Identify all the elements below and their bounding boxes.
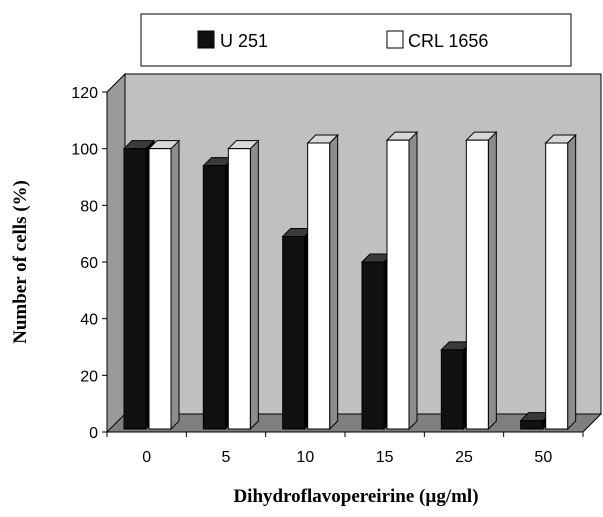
- bar-side: [249, 139, 259, 431]
- legend: U 251 CRL 1656: [140, 13, 572, 67]
- legend-swatch-u251: [197, 30, 215, 49]
- bar-front: [148, 148, 172, 430]
- bar-front: [202, 165, 226, 430]
- bar-side: [170, 139, 180, 431]
- x-tick-label: 15: [376, 449, 394, 466]
- y-tick-label: 20: [80, 368, 98, 385]
- side-wall: [106, 72, 126, 434]
- axes: 0 20 40 60 80 100 120 0 5 10 15 25 50: [71, 85, 584, 466]
- y-tick-label: 60: [80, 255, 98, 272]
- bar-side: [567, 133, 577, 431]
- x-tick-label: 0: [142, 449, 151, 466]
- legend-swatch-crl1656: [386, 30, 404, 49]
- y-axis-title: Number of cells (%): [10, 180, 31, 344]
- plot-area: [105, 72, 603, 434]
- bar-front: [465, 139, 489, 430]
- bar-front: [123, 148, 147, 430]
- y-tick-label: 100: [71, 142, 98, 159]
- bar-front: [282, 236, 306, 430]
- y-tick-label: 120: [71, 85, 98, 102]
- y-tick-label: 80: [80, 198, 98, 215]
- bar-front: [520, 420, 544, 430]
- x-tick-label: 25: [455, 449, 473, 466]
- legend-label-u251: U 251: [220, 31, 268, 51]
- bars: [122, 130, 577, 431]
- legend-label-crl1656: CRL 1656: [408, 31, 488, 51]
- bar-front: [227, 148, 251, 430]
- x-tick-label: 50: [534, 449, 552, 466]
- bar-crl1656: [306, 133, 339, 431]
- bar-front: [386, 139, 410, 430]
- bar-side: [487, 130, 497, 431]
- bar-front: [545, 142, 569, 430]
- bar-front: [307, 142, 331, 430]
- x-tick-label: 5: [222, 449, 231, 466]
- bar-front: [361, 261, 385, 430]
- bar-front: [440, 349, 464, 430]
- bar-crl1656: [465, 130, 498, 431]
- x-tick-label: 10: [296, 449, 314, 466]
- y-tick-label: 0: [89, 425, 98, 442]
- bar-crl1656: [147, 139, 181, 431]
- bar-crl1656: [227, 139, 260, 431]
- y-tick-label: 40: [80, 312, 98, 329]
- bar-side: [408, 130, 418, 431]
- bar-crl1656: [544, 133, 577, 431]
- bar-side: [329, 133, 339, 431]
- bar-crl1656: [385, 130, 419, 431]
- x-axis-title: Dihydroflavopereirine (µg/ml): [233, 486, 478, 507]
